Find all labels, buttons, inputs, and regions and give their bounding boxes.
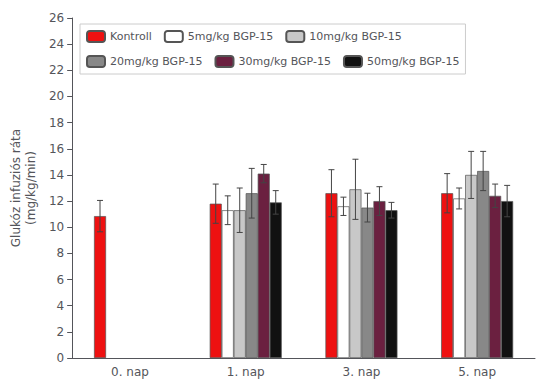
svg-text:6: 6 [57,273,65,287]
svg-text:0. nap: 0. nap [111,365,149,379]
svg-text:5. nap: 5. nap [458,365,496,379]
svg-text:20: 20 [49,89,64,103]
svg-text:(mg/kg/min): (mg/kg/min) [24,151,38,225]
svg-text:Kontroll: Kontroll [110,30,152,43]
svg-text:16: 16 [49,142,64,156]
svg-text:18: 18 [49,116,64,130]
svg-text:12: 12 [49,194,64,208]
svg-text:20mg/kg BGP-15: 20mg/kg BGP-15 [110,55,203,68]
svg-text:Glukóz infuziós ráta: Glukóz infuziós ráta [9,129,23,247]
svg-text:10mg/kg BGP-15: 10mg/kg BGP-15 [309,30,402,43]
svg-text:5mg/kg BGP-15: 5mg/kg BGP-15 [188,30,274,43]
svg-text:22: 22 [49,63,64,77]
svg-text:14: 14 [49,168,64,182]
svg-text:0: 0 [57,351,65,365]
svg-text:30mg/kg BGP-15: 30mg/kg BGP-15 [238,55,331,68]
svg-text:50mg/kg BGP-15: 50mg/kg BGP-15 [367,55,460,68]
svg-text:3. nap: 3. nap [343,365,381,379]
svg-text:24: 24 [49,37,64,51]
svg-text:26: 26 [49,11,64,25]
svg-text:2: 2 [57,325,65,339]
svg-text:4: 4 [57,299,65,313]
svg-text:10: 10 [49,220,64,234]
svg-text:1. nap: 1. nap [227,365,265,379]
svg-text:8: 8 [57,246,65,260]
